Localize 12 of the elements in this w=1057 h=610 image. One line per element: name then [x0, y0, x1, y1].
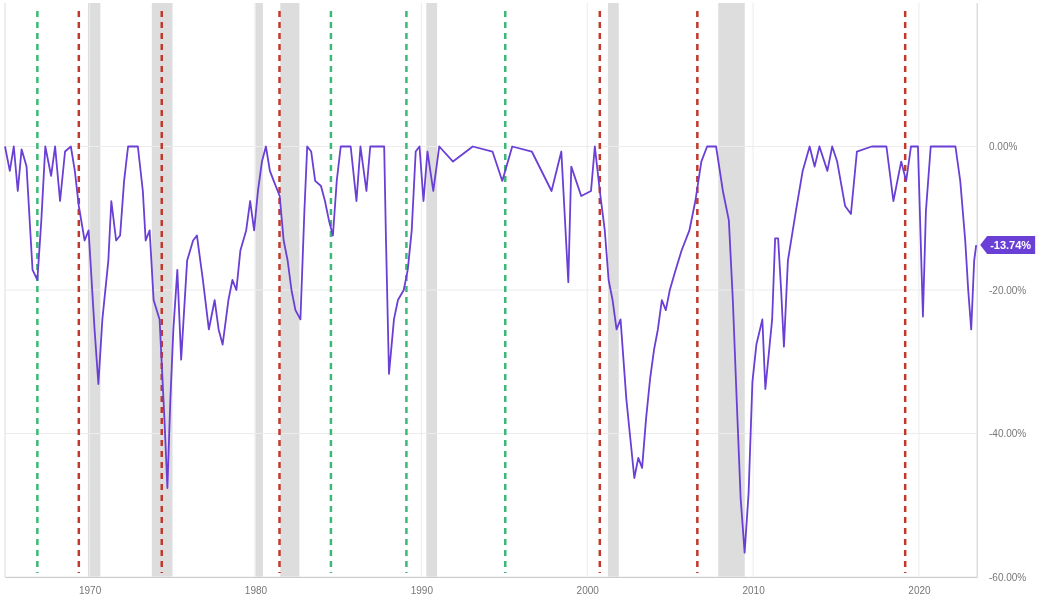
annotation: -13.74%: [990, 239, 1032, 252]
x-tick-label: 1980: [244, 585, 268, 597]
x-tick-label: 1990: [410, 585, 434, 597]
x-tick-label: 2000: [576, 585, 600, 597]
y-tick-label: 0.00%: [989, 141, 1018, 153]
y-tick-label: -20.00%: [989, 284, 1027, 296]
y-tick-label: -60.00%: [989, 571, 1027, 583]
x-tick-label: 2010: [742, 585, 766, 597]
y-tick-label: -40.00%: [989, 428, 1027, 440]
line-series: [4, 145, 978, 554]
x-tick-label: 1970: [78, 585, 102, 597]
x-tick-label: 2020: [908, 585, 931, 597]
